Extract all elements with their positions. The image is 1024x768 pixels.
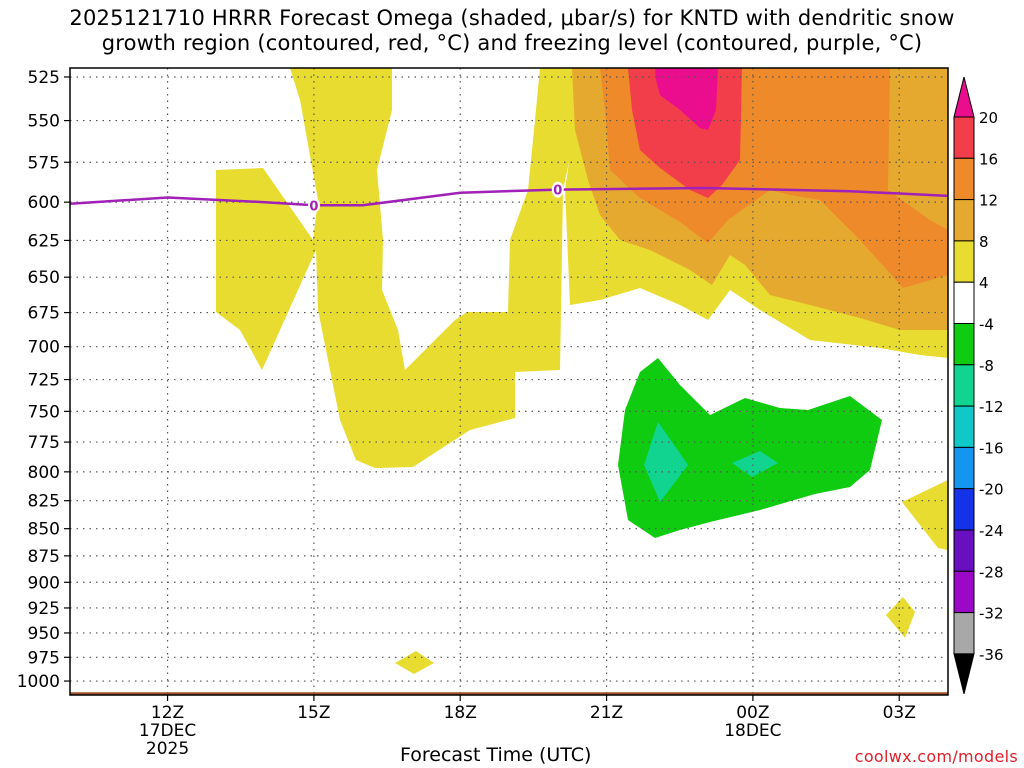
terrain-layer bbox=[70, 692, 948, 695]
freezing-label-bg-0 bbox=[307, 197, 320, 214]
colorbar-swatch-2 bbox=[953, 199, 975, 242]
colorbar-label-5: -4 bbox=[979, 316, 994, 334]
omega-positive-4-blob-c bbox=[395, 651, 434, 674]
y-tick-label-900: 900 bbox=[28, 573, 60, 593]
y-tick-label-625: 625 bbox=[28, 231, 60, 251]
colorbar-swatch-4 bbox=[953, 281, 975, 325]
freezing-label-bg-1 bbox=[551, 181, 564, 198]
x-tick-label-21Z: 21Z bbox=[590, 703, 623, 723]
colorbar-bottom-arrow bbox=[953, 653, 975, 695]
colorbar: 20 16 12 8 4 -4 -8 -12 -16 -20 -24 -28 -32 -36 bbox=[953, 76, 1004, 695]
y-tick-label-700: 700 bbox=[28, 338, 60, 358]
colorbar-top-arrow bbox=[953, 76, 975, 118]
y-tick-label-600: 600 bbox=[28, 193, 60, 213]
colorbar-swatch-6 bbox=[953, 364, 975, 407]
colorbar-label-6: -8 bbox=[979, 357, 994, 375]
colorbar-swatch-12 bbox=[953, 612, 975, 655]
colorbar-swatch-10 bbox=[953, 529, 975, 572]
x-tick-label-18Z: 18Z bbox=[444, 703, 477, 723]
colorbar-swatch-3 bbox=[953, 240, 975, 283]
y-tick-label-825: 825 bbox=[28, 492, 60, 512]
colorbar-label-11: -28 bbox=[979, 563, 1004, 581]
colorbar-label-0: 20 bbox=[979, 109, 998, 127]
y-tick-label-725: 725 bbox=[28, 371, 60, 391]
y-axis: 525 550 575 600 625 650 675 700 725 750 775 800 825 8… bbox=[17, 68, 70, 692]
freezing-contour-label-0: 0 bbox=[309, 199, 318, 214]
plot-frame bbox=[69, 67, 949, 696]
omega-positive-4-blob-a bbox=[902, 480, 948, 550]
x-date-label-00Z: 18DEC bbox=[724, 721, 781, 741]
chart-title: 2025121710 HRRR Forecast Omega (shaded, … bbox=[69, 6, 955, 55]
colorbar-swatch-1 bbox=[953, 157, 975, 201]
colorbar-label-3: 8 bbox=[979, 233, 989, 251]
y-tick-label-550: 550 bbox=[28, 112, 60, 132]
terrain-strip bbox=[70, 692, 948, 695]
freezing-contour-label-1: 0 bbox=[553, 184, 562, 199]
colorbar-label-1: 16 bbox=[979, 150, 998, 168]
freezing-level-layer: 00 bbox=[69, 181, 949, 214]
omega-positive-4-blob-b bbox=[886, 597, 915, 638]
omega-negative-8-region-b bbox=[732, 451, 778, 477]
dotted-grid bbox=[70, 68, 948, 695]
colorbar-swatch-11 bbox=[953, 570, 975, 614]
y-tick-label-575: 575 bbox=[28, 153, 60, 173]
y-tick-label-800: 800 bbox=[28, 463, 60, 483]
y-tick-label-525: 525 bbox=[28, 68, 60, 88]
omega-positive-4-region-left bbox=[216, 68, 580, 468]
freezing-level-line bbox=[69, 186, 949, 207]
x-year-label-12Z: 2025 bbox=[146, 739, 189, 759]
y-tick-label-875: 875 bbox=[28, 547, 60, 567]
omega-positive-20-region bbox=[655, 68, 718, 130]
y-tick-label-750: 750 bbox=[28, 402, 60, 422]
site-credit: coolwx.com/models bbox=[854, 747, 1018, 766]
omega-negative-4-region bbox=[618, 358, 882, 538]
colorbar-label-2: 12 bbox=[979, 192, 998, 210]
colorbar-label-4: 4 bbox=[979, 274, 989, 292]
colorbar-swatch-5 bbox=[953, 323, 975, 366]
colorbar-label-10: -24 bbox=[979, 522, 1004, 540]
y-tick-label-675: 675 bbox=[28, 304, 60, 324]
y-tick-label-975: 975 bbox=[28, 648, 60, 668]
y-tick-label-1000: 1000 bbox=[17, 672, 60, 692]
x-tick-label-12Z: 12Z bbox=[151, 703, 184, 723]
y-tick-label-775: 775 bbox=[28, 433, 60, 453]
colorbar-label-9: -20 bbox=[979, 481, 1004, 499]
x-date-label-12Z: 17DEC bbox=[139, 721, 196, 741]
colorbar-label-12: -32 bbox=[979, 605, 1004, 623]
colorbar-swatch-0 bbox=[953, 116, 975, 159]
x-axis-label: Forecast Time (UTC) bbox=[400, 744, 592, 766]
y-tick-label-650: 650 bbox=[28, 268, 60, 288]
colorbar-label-13: -36 bbox=[979, 646, 1004, 664]
y-tick-label-950: 950 bbox=[28, 624, 60, 644]
y-tick-label-925: 925 bbox=[28, 599, 60, 619]
x-tick-label-15Z: 15Z bbox=[297, 703, 330, 723]
colorbar-swatch-7 bbox=[953, 405, 975, 448]
x-tick-label-00Z: 00Z bbox=[736, 703, 769, 723]
x-tick-label-03Z: 03Z bbox=[883, 703, 916, 723]
y-tick-label-850: 850 bbox=[28, 520, 60, 540]
colorbar-label-8: -16 bbox=[979, 439, 1004, 457]
colorbar-swatch-8 bbox=[953, 446, 975, 490]
colorbar-label-7: -12 bbox=[979, 398, 1004, 416]
colorbar-swatch-9 bbox=[953, 488, 975, 531]
omega-fill-layer bbox=[216, 68, 948, 674]
